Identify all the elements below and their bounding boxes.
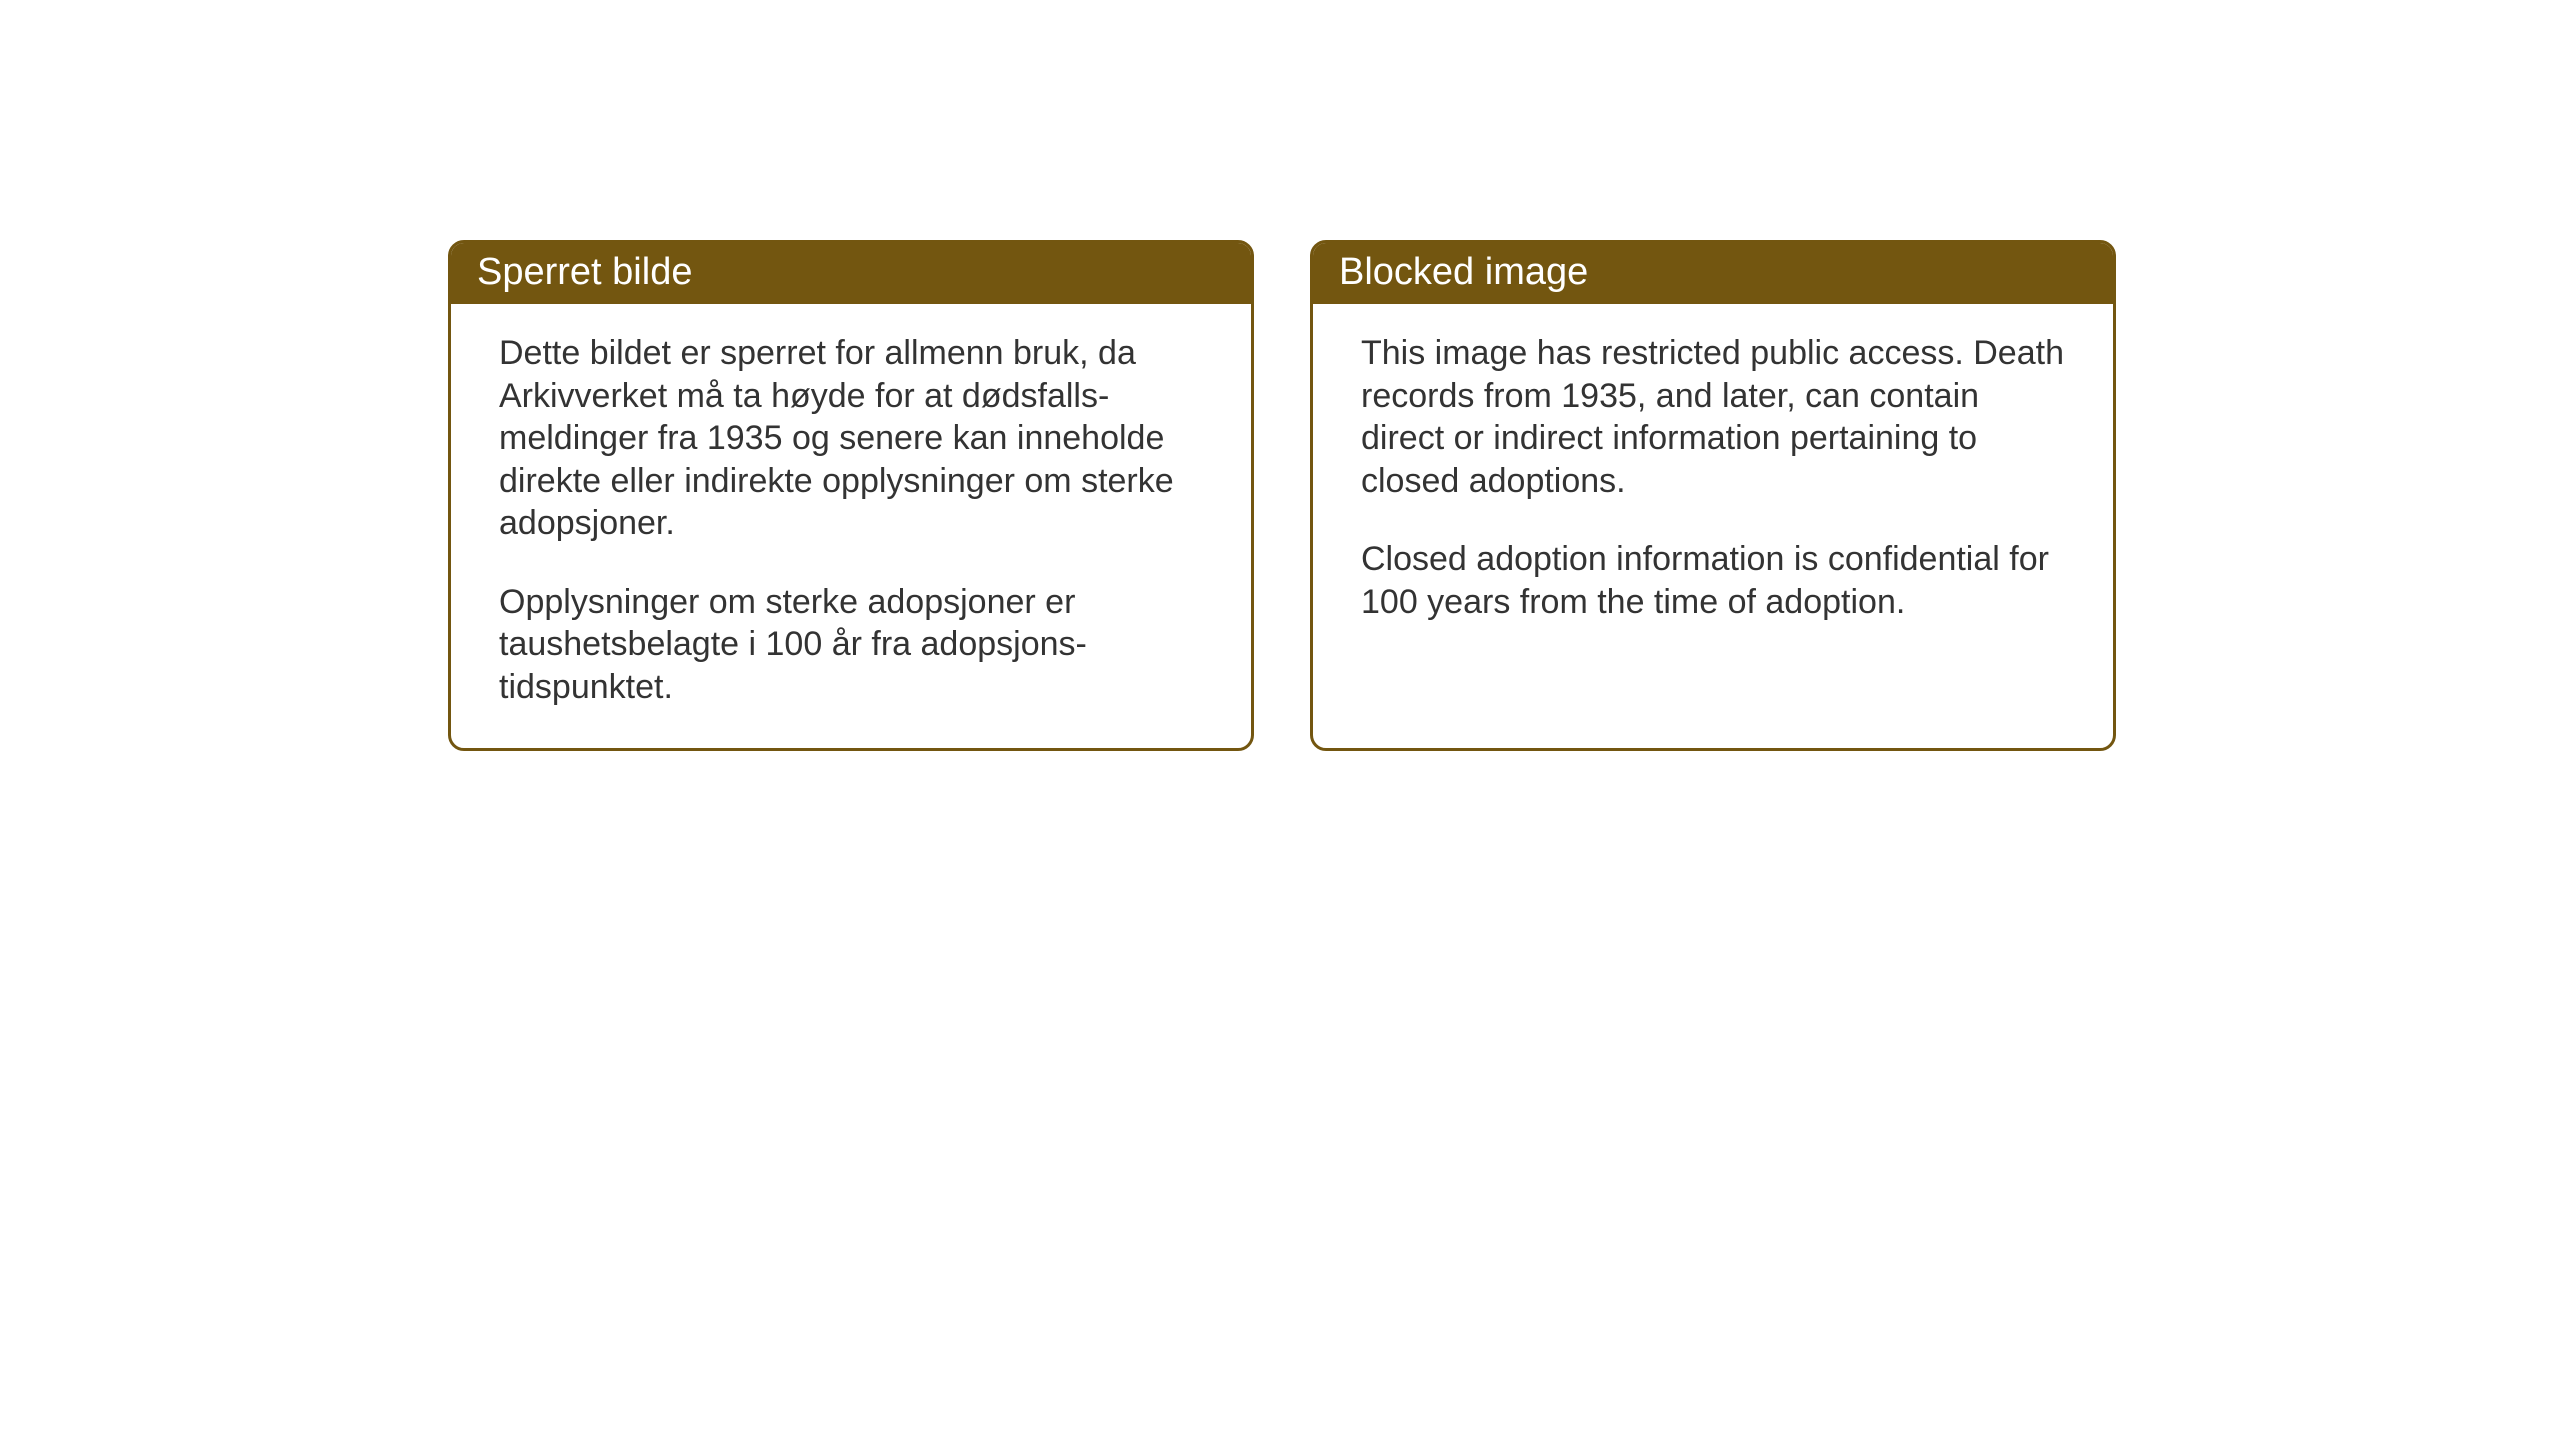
notice-header-english: Blocked image (1313, 243, 2113, 304)
notice-card-english: Blocked image This image has restricted … (1310, 240, 2116, 751)
notice-paragraph-2-english: Closed adoption information is confident… (1361, 538, 2065, 623)
notice-container: Sperret bilde Dette bildet er sperret fo… (448, 240, 2116, 751)
notice-title-norwegian: Sperret bilde (477, 251, 692, 293)
notice-body-norwegian: Dette bildet er sperret for allmenn bruk… (451, 304, 1251, 748)
notice-header-norwegian: Sperret bilde (451, 243, 1251, 304)
notice-paragraph-2-norwegian: Opplysninger om sterke adopsjoner er tau… (499, 581, 1203, 709)
notice-paragraph-1-norwegian: Dette bildet er sperret for allmenn bruk… (499, 332, 1203, 545)
notice-body-english: This image has restricted public access.… (1313, 304, 2113, 663)
notice-title-english: Blocked image (1339, 251, 1588, 293)
notice-card-norwegian: Sperret bilde Dette bildet er sperret fo… (448, 240, 1254, 751)
notice-paragraph-1-english: This image has restricted public access.… (1361, 332, 2065, 502)
